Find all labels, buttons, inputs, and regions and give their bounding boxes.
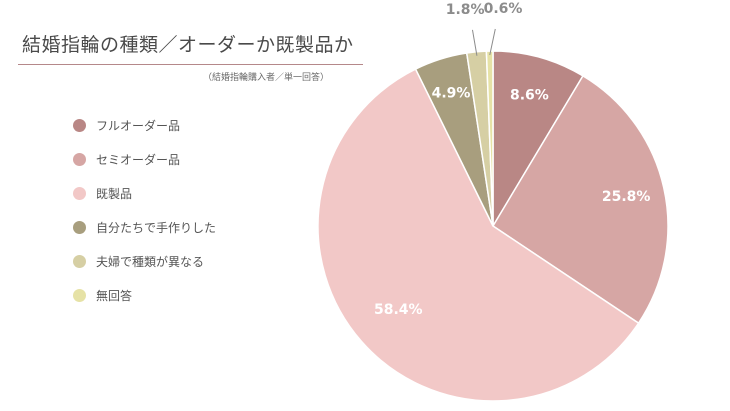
legend-item-handmade: 自分たちで手作りした — [73, 210, 216, 244]
pie-slice-semi-order — [491, 74, 669, 325]
legend-swatch — [73, 152, 86, 166]
legend-swatch — [73, 254, 86, 268]
slice-label-different-types: 1.8% — [446, 2, 485, 18]
chart-subtitle: （結婚指輪購入者／単一回答） — [203, 73, 330, 83]
legend-swatch — [73, 118, 86, 132]
pie-slice-no-answer — [485, 50, 494, 227]
slice-label-no-answer: 0.6% — [484, 1, 523, 17]
slice-label-handmade: 4.9% — [432, 85, 471, 101]
legend-label: 夫婦で種類が異なる — [96, 254, 205, 269]
chart-title: 結婚指輪の種類／オーダーか既製品か — [22, 34, 354, 56]
slice-label-semi-order: 25.8% — [602, 189, 651, 205]
pie-slice-full-order — [492, 50, 584, 229]
legend-swatch — [73, 186, 86, 200]
legend-item-semi-order: セミオーダー品 — [73, 142, 216, 176]
slice-label-full-order: 8.6% — [510, 87, 549, 103]
legend-label: フルオーダー品 — [96, 118, 181, 133]
legend-label: 既製品 — [96, 186, 133, 201]
leader-line-no-answer — [489, 28, 496, 56]
pie-slice-ready-made — [317, 68, 640, 402]
legend: フルオーダー品 セミオーダー品 既製品 自分たちで手作りした 夫婦で種類が異なる… — [73, 108, 216, 312]
legend-item-full-order: フルオーダー品 — [73, 108, 216, 142]
legend-item-ready-made: 既製品 — [73, 176, 216, 210]
slice-label-ready-made: 58.4% — [374, 302, 423, 318]
legend-label: 無回答 — [96, 288, 133, 303]
legend-item-different-types: 夫婦で種類が異なる — [73, 244, 216, 278]
legend-item-no-answer: 無回答 — [73, 278, 216, 312]
title-divider — [18, 64, 363, 65]
legend-label: セミオーダー品 — [96, 152, 181, 167]
legend-swatch — [73, 220, 86, 234]
legend-label: 自分たちで手作りした — [96, 220, 217, 235]
leader-line-different-types — [471, 29, 478, 56]
legend-swatch — [73, 288, 86, 302]
